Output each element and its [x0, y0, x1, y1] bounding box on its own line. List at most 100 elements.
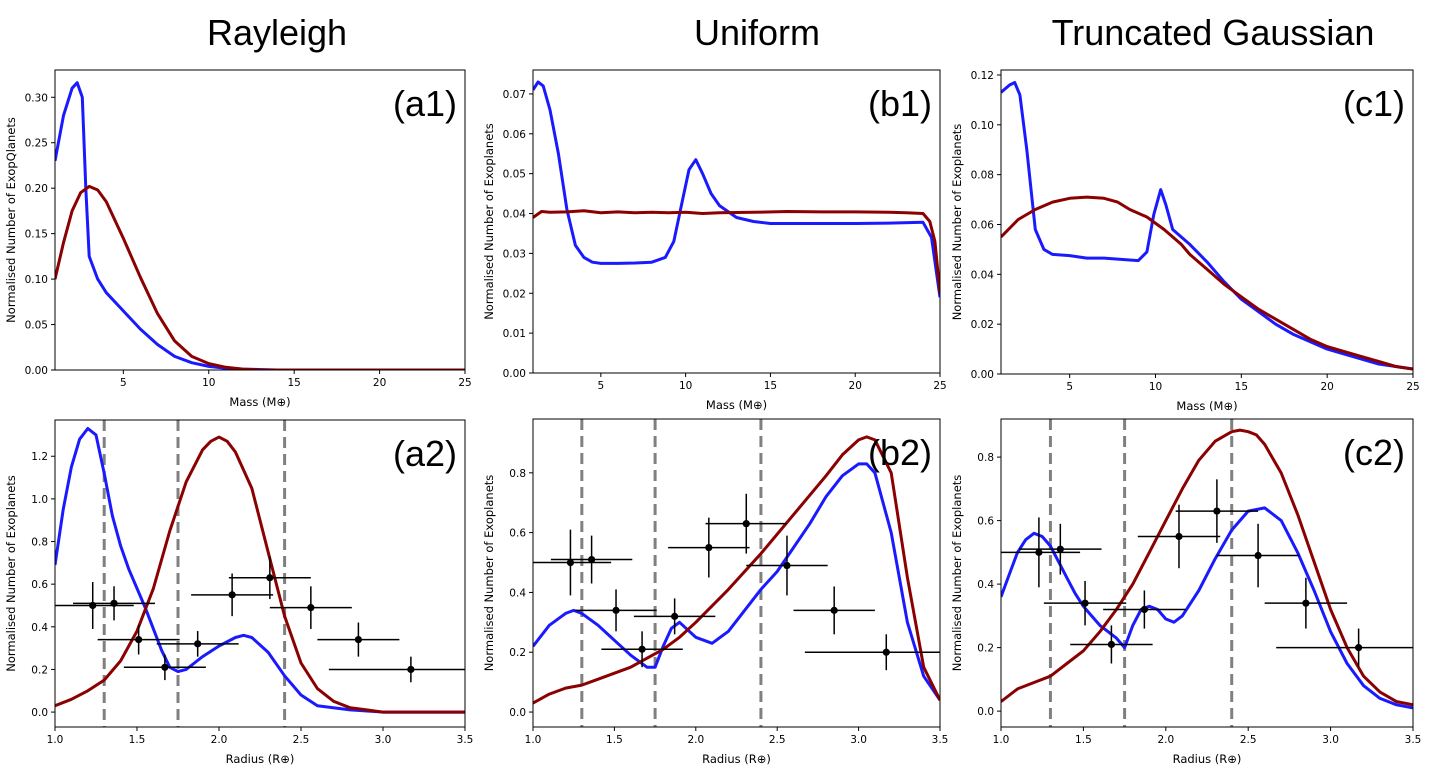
panel-label: (a1) — [393, 83, 457, 124]
panel-b1: 5 10 15 20 25 0.00 0.01 0.02 0.03 0.04 0.05 0.06 0.0… — [482, 69, 947, 412]
data-point — [1043, 580, 1127, 626]
point-marker — [266, 574, 274, 582]
y-tick-label: 0.6 — [977, 516, 994, 528]
x-axis-label: Mass (M⊕) — [1176, 399, 1237, 413]
title-uniform: Uniform — [693, 12, 821, 53]
point-marker — [1035, 548, 1043, 556]
point-marker — [1254, 551, 1262, 560]
series-line-blue — [1001, 506, 1413, 710]
data-point — [123, 654, 206, 681]
data-point — [1264, 577, 1348, 629]
point-marker — [1175, 532, 1183, 541]
data-point — [1276, 628, 1413, 667]
y-tick-label: 0.25 — [25, 138, 48, 150]
x-tick-label: 1.5 — [606, 734, 623, 746]
y-tick-label: 0.4 — [31, 622, 48, 634]
y-axis-label: Normalised Number of ExopQlanets — [4, 117, 18, 323]
y-tick-label: 0.20 — [25, 183, 48, 195]
point-marker — [1213, 507, 1221, 515]
y-tick-label: 0.0 — [977, 706, 994, 718]
x-axis-label: Mass (M⊕) — [229, 395, 290, 409]
x-tick-label: 15 — [1235, 381, 1248, 393]
y-tick-label: 0.03 — [503, 248, 526, 260]
data-point — [575, 589, 657, 632]
y-axis-label: Normalised Number of Exoplanets — [482, 475, 496, 672]
y-tick-label: 0.6 — [509, 528, 526, 540]
x-tick-label: 3.0 — [1322, 734, 1339, 746]
x-tick-label: 3.5 — [1405, 734, 1422, 746]
x-tick-label: 2.5 — [769, 734, 786, 746]
point-marker — [588, 555, 596, 564]
series-line-red — [533, 209, 940, 294]
point-marker — [307, 604, 315, 612]
data-point — [1137, 504, 1221, 569]
point-marker — [161, 663, 169, 671]
point-marker — [1056, 545, 1064, 553]
data-point — [601, 631, 683, 668]
data-point — [156, 631, 239, 657]
y-axis-label: Normalised Number of Exoplanets — [950, 475, 964, 672]
series-line-blue — [55, 81, 320, 370]
point-marker — [228, 591, 236, 599]
point-marker — [354, 635, 362, 644]
x-tick-label: 3.5 — [457, 734, 474, 746]
y-tick-label: 0.06 — [503, 129, 527, 141]
y-tick-label: 0.2 — [509, 647, 526, 659]
data-point — [73, 586, 156, 621]
axes-frame — [532, 69, 941, 374]
y-tick-label: 0.08 — [971, 170, 994, 182]
x-tick-label: 20 — [849, 380, 862, 392]
point-marker — [638, 645, 646, 653]
y-tick-label: 0.05 — [503, 169, 526, 181]
y-tick-label: 0.04 — [971, 269, 995, 281]
axes-frame — [532, 418, 941, 728]
point-marker — [194, 640, 202, 648]
series-line-blue — [1001, 81, 1413, 371]
x-axis-label: Radius (R⊕) — [1173, 752, 1242, 766]
y-tick-label: 0.8 — [509, 468, 526, 480]
x-tick-label: 2.0 — [211, 734, 228, 746]
y-tick-label: 0.4 — [509, 587, 526, 599]
series-line-blue — [55, 427, 465, 714]
data-point — [705, 493, 787, 554]
data-point — [55, 582, 134, 629]
point-marker — [566, 558, 575, 567]
panel-c2: 1.0 1.5 2.0 2.5 3.0 3.5 0.0 0.2 0.4 0.6 0.8 Radius … — [950, 418, 1422, 766]
y-tick-label: 1.2 — [31, 451, 48, 463]
x-tick-label: 1.5 — [1075, 734, 1092, 746]
y-tick-label: 0.06 — [971, 219, 995, 231]
series-line-red — [55, 435, 465, 714]
title-truncated-gaussian: Truncated Gaussian — [1051, 12, 1375, 53]
x-tick-label: 3.0 — [375, 734, 392, 746]
data-point — [97, 624, 180, 655]
point-marker — [407, 665, 415, 674]
point-marker — [612, 606, 620, 614]
y-tick-label: 0.6 — [31, 579, 48, 591]
y-axis-label: Normalised Number of Exoplanets — [4, 475, 18, 672]
y-axis-label: Normalised Number of Exoplanets — [950, 124, 964, 321]
point-marker — [742, 520, 750, 528]
x-tick-label: 2.0 — [1157, 734, 1174, 746]
point-marker — [1107, 640, 1116, 649]
point-marker — [783, 561, 791, 570]
y-axis-label: Normalised Number of Exoplanets — [482, 123, 496, 320]
axes-frame — [1000, 418, 1414, 728]
x-tick-label: 25 — [1406, 381, 1419, 393]
series-line-blue — [533, 80, 940, 298]
x-tick-label: 25 — [458, 377, 471, 389]
y-tick-label: 0.02 — [971, 319, 994, 331]
data-point — [328, 656, 465, 683]
data-point — [1216, 523, 1300, 588]
data-point — [1001, 517, 1081, 588]
x-tick-label: 1.5 — [129, 734, 146, 746]
y-tick-label: 0.04 — [503, 209, 527, 221]
y-tick-label: 0.05 — [25, 320, 48, 332]
axes-frame — [54, 419, 466, 728]
y-tick-label: 0.00 — [25, 365, 48, 377]
panel-label: (c1) — [1343, 83, 1405, 124]
panel-a1: 5 10 15 20 25 0.00 0.05 0.10 0.15 0.20 0.25 0.30 Mas… — [4, 69, 472, 409]
x-tick-label: 5 — [597, 380, 604, 392]
x-tick-label: 10 — [1149, 381, 1162, 393]
panel-a2: 1.0 1.5 2.0 2.5 3.0 3.5 0.0 0.2 0.4 0.6 0.8 1.0 1.2 R… — [4, 419, 474, 766]
series-line-red — [533, 435, 940, 705]
